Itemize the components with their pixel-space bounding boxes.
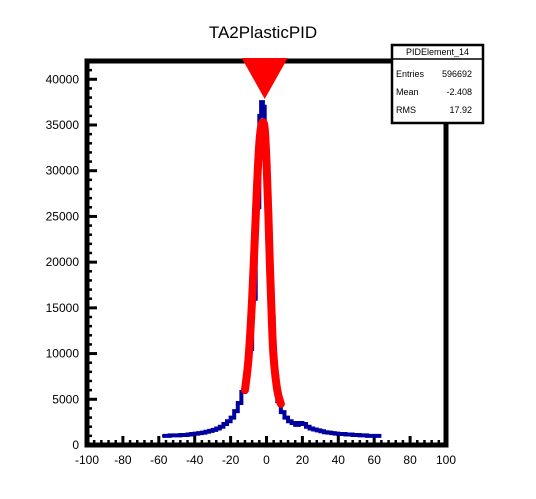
y-tick-label: 20000 [46,255,80,269]
y-tick-label: 0 [72,438,79,452]
x-tick-label: 60 [368,453,382,467]
fit-curve [240,118,285,408]
histogram-bin [183,433,187,437]
histogram-bin [172,434,176,437]
stats-mean-value: -2.408 [446,87,472,97]
axis-ticks: -100 -80 -60 -40 -20 0 20 40 60 80 100 0 5000 10000 15… [46,59,456,467]
histogram-bin [294,423,298,427]
stats-entries-value: 596692 [442,69,472,79]
x-tick-label: -80 [114,453,132,467]
y-tick-label: 10000 [46,347,80,361]
histogram-bin [291,421,295,425]
histogram-bin [337,432,341,436]
histogram-bin [219,425,223,429]
histogram-bin [280,410,284,414]
histogram-bin [319,429,323,433]
histogram-bin [215,427,219,430]
stats-mean-label: Mean [396,87,419,97]
x-tick-label: 80 [403,453,417,467]
histogram-bin [258,114,262,118]
histogram-bin [169,434,172,437]
histogram-bin [327,431,330,435]
histogram-bin [309,427,312,430]
y-tick-label: 25000 [46,209,80,223]
histogram-bin [316,428,320,432]
histogram-bin [373,434,377,438]
y-tick-label: 40000 [46,72,80,86]
histogram-bin [165,434,169,438]
histogram-bin [161,434,165,438]
y-tick-label: 35000 [46,118,80,132]
stats-rms-value: 17.92 [449,105,472,115]
histogram-bin [366,434,370,438]
y-tick-label: 5000 [52,392,79,406]
histogram-bin [330,431,334,435]
histogram-bin [262,105,266,109]
histogram-bin [230,416,234,419]
histogram-bin [176,434,180,437]
histogram-bin [352,433,356,437]
histogram-bin [284,416,287,419]
histogram-bin [237,401,241,405]
histogram-bin [201,431,205,435]
histogram-bin [226,419,230,423]
histogram-bin [208,429,212,433]
histogram-bin [377,434,381,438]
histogram-bin [323,430,327,434]
histogram-bin [345,433,348,436]
y-tick-label: 30000 [46,164,80,178]
x-tick-label: 20 [296,453,310,467]
histogram-bin [287,419,291,423]
histogram-bin [187,433,190,436]
x-tick-label: -20 [222,453,240,467]
histogram-bin [302,422,305,426]
histogram-bin [223,422,226,426]
histogram-bin [233,409,237,413]
peak-marker [241,58,288,99]
histogram-bin [298,421,302,425]
histogram-bin [212,428,216,432]
peak-marker-layer [241,58,288,99]
histogram-bin [305,425,309,429]
stats-rms-label: RMS [396,105,416,115]
x-tick-label: 0 [263,453,270,467]
x-tick-label: -40 [186,453,204,467]
histogram-bin [190,432,194,436]
fit-curve-layer [240,118,285,408]
stats-box-frame [390,43,485,125]
stats-entries-label: Entries [396,69,425,79]
stats-box-title: PIDElement_14 [406,47,469,57]
histogram-bin [205,430,208,434]
y-tick-label: 15000 [46,301,80,315]
x-tick-label: 100 [436,453,456,467]
x-tick-label: -60 [150,453,168,467]
histogram-bin [363,434,366,437]
chart-title: TA2PlasticPID [209,23,317,42]
histogram-bin [194,432,198,435]
histogram-bin [312,428,316,431]
stats-box: PIDElement_14 Entries 596692 Mean -2.408… [390,43,485,125]
histogram-bin [334,432,338,435]
x-tick-label: 40 [332,453,346,467]
histogram-bin [197,431,201,435]
x-tick-label: -100 [75,453,99,467]
histogram-bin [359,434,363,437]
histogram-bin [260,100,264,104]
histogram-bin [348,433,352,436]
histogram-bin [370,434,374,438]
histogram-bin [341,432,345,436]
histogram-bin [355,433,359,437]
histogram-bin [179,433,183,437]
